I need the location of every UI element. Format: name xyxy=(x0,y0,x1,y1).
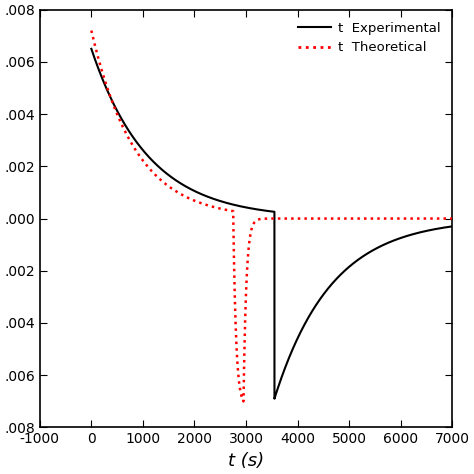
X-axis label: t (s): t (s) xyxy=(228,452,264,470)
Legend: t  Experimental, t  Theoretical: t Experimental, t Theoretical xyxy=(293,16,446,59)
